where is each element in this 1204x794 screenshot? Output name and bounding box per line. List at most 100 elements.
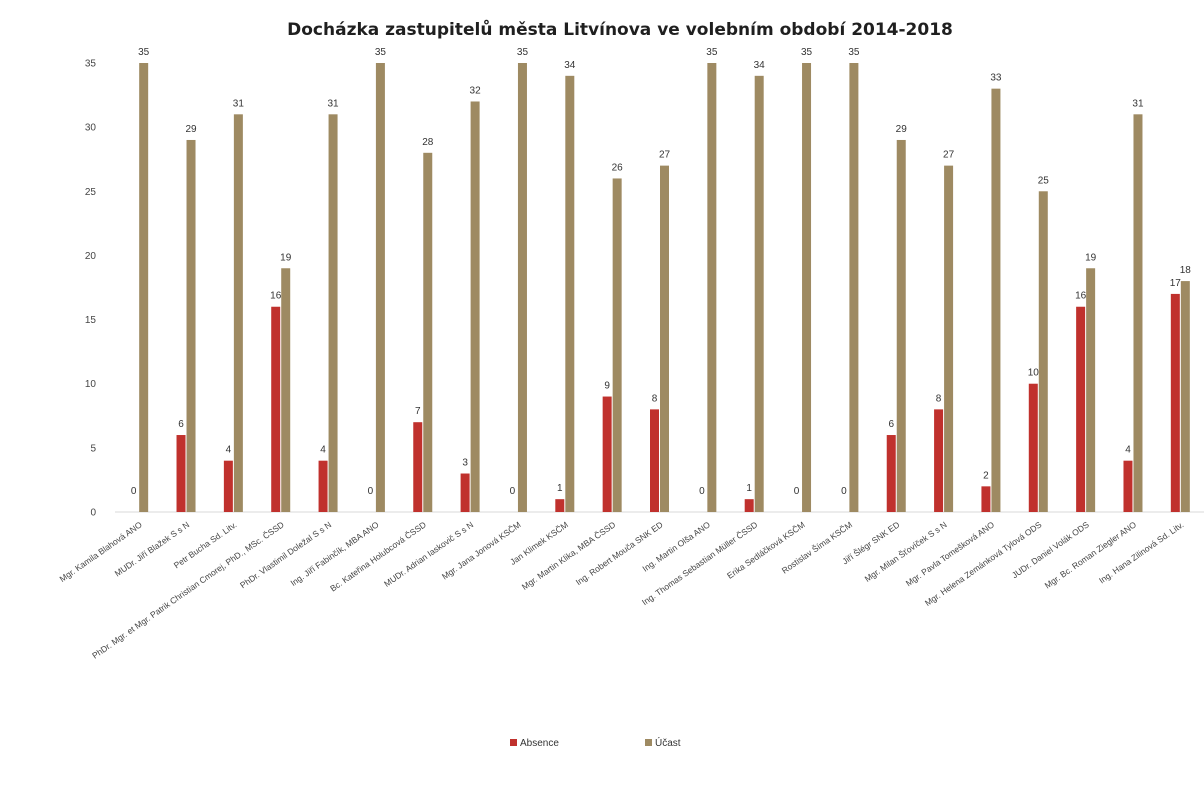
data-label-absence: 0 xyxy=(131,486,137,497)
chart-title: Docházka zastupitelů města Litvínova ve … xyxy=(287,18,953,40)
bar-ucast xyxy=(517,63,527,512)
category-label: PhDr. Vlastimil Doležal S s N xyxy=(238,519,333,590)
category-label: Mgr. Jana Jonová KSČM xyxy=(440,519,523,581)
y-tick-label: 15 xyxy=(85,315,97,326)
bar-ucast xyxy=(1133,114,1143,513)
data-label-absence: 16 xyxy=(270,291,282,302)
data-label-ucast: 32 xyxy=(470,85,482,96)
data-label-absence: 10 xyxy=(1028,368,1040,379)
bar-absence xyxy=(1123,460,1133,512)
bar-absence xyxy=(650,409,659,512)
bar-absence xyxy=(223,460,233,512)
bar-absence xyxy=(555,499,565,512)
data-label-absence: 6 xyxy=(888,419,894,430)
data-label-ucast: 29 xyxy=(896,124,908,135)
data-label-ucast: 35 xyxy=(517,47,529,58)
bar-absence xyxy=(413,422,423,512)
data-label-absence: 0 xyxy=(510,486,516,497)
y-tick-label: 30 xyxy=(85,123,97,134)
bar-ucast xyxy=(612,178,622,512)
category-label: Mgr. Pavla Tomešková ANO xyxy=(904,519,997,588)
y-tick-label: 10 xyxy=(85,379,97,390)
data-label-ucast: 19 xyxy=(1085,252,1097,263)
data-label-absence: 4 xyxy=(320,445,326,456)
y-axis-ticks: 0 5 10 15 20 25 30 35 xyxy=(85,59,97,519)
data-label-ucast: 33 xyxy=(990,73,1002,84)
bar-absence xyxy=(176,435,186,512)
data-label-ucast: 27 xyxy=(943,150,955,161)
category-label: Erika Sedláčková KSČM xyxy=(725,519,807,580)
data-label-absence: 3 xyxy=(462,458,468,469)
data-label-ucast: 26 xyxy=(612,162,624,173)
bar-ucast xyxy=(1180,281,1190,512)
bar-ucast xyxy=(707,63,717,512)
bar-absence xyxy=(981,486,991,512)
bar-ucast xyxy=(328,114,338,513)
data-label-absence: 4 xyxy=(1125,445,1131,456)
bar-ucast xyxy=(944,165,954,512)
bar-ucast xyxy=(849,63,859,512)
category-label: Ing. Hana Zilinová Sd. Litv. xyxy=(1097,519,1185,585)
data-label-ucast: 25 xyxy=(1038,175,1050,186)
bar-ucast xyxy=(1038,191,1048,513)
category-label: Mgr. Bc. Roman Ziegler ANO xyxy=(1043,519,1139,590)
legend-label-ucast: Účast xyxy=(655,736,681,749)
bar-ucast xyxy=(375,63,385,512)
data-label-ucast: 35 xyxy=(801,47,813,58)
data-labels-group: 0356294311619431035728332035134926827035… xyxy=(131,47,1191,497)
bar-ucast xyxy=(754,75,764,512)
bar-absence xyxy=(886,435,896,512)
data-label-ucast: 35 xyxy=(375,47,387,58)
data-label-absence: 6 xyxy=(178,419,184,430)
data-label-ucast: 31 xyxy=(1132,98,1144,109)
y-tick-label: 20 xyxy=(85,251,97,262)
data-label-absence: 1 xyxy=(746,483,752,494)
bar-ucast xyxy=(660,165,669,512)
data-label-absence: 0 xyxy=(368,486,374,497)
data-label-ucast: 35 xyxy=(706,47,718,58)
y-tick-label: 5 xyxy=(90,443,96,454)
category-label: JUDr. Daniel Volák ODS xyxy=(1010,519,1091,580)
data-label-ucast: 28 xyxy=(422,137,434,148)
category-label: Mgr. Kamila Blahová ANO xyxy=(58,519,145,584)
bar-absence xyxy=(271,306,281,512)
legend: Absence Účast xyxy=(510,736,681,749)
bar-absence xyxy=(602,396,612,512)
data-label-absence: 0 xyxy=(841,486,847,497)
data-label-ucast: 31 xyxy=(233,98,245,109)
bar-ucast xyxy=(281,268,291,512)
bar-absence xyxy=(460,473,470,512)
data-label-ucast: 31 xyxy=(328,98,340,109)
legend-swatch-absence xyxy=(510,739,517,746)
data-label-absence: 8 xyxy=(652,393,658,404)
data-label-absence: 1 xyxy=(557,483,563,494)
bar-absence xyxy=(1028,383,1038,512)
data-label-absence: 0 xyxy=(699,486,705,497)
data-label-ucast: 18 xyxy=(1180,265,1192,276)
y-tick-label: 25 xyxy=(85,187,97,198)
bar-ucast xyxy=(186,139,196,512)
bar-ucast xyxy=(470,101,480,512)
y-tick-label: 0 xyxy=(90,508,96,519)
category-label: Bc. Kateřina Holubcová ČSSD xyxy=(328,519,428,593)
data-label-ucast: 27 xyxy=(659,150,671,161)
data-label-absence: 17 xyxy=(1170,278,1182,289)
bar-ucast xyxy=(423,152,433,513)
bar-ucast xyxy=(565,75,575,512)
bar-absence xyxy=(934,409,944,512)
data-label-ucast: 29 xyxy=(185,124,197,135)
bar-absence xyxy=(318,460,328,512)
y-tick-label: 35 xyxy=(85,59,97,70)
data-label-ucast: 34 xyxy=(564,60,576,71)
data-label-ucast: 35 xyxy=(848,47,860,58)
legend-swatch-ucast xyxy=(645,739,652,746)
data-label-absence: 0 xyxy=(794,486,800,497)
category-label: Ing. Robert Mouča SNK ED xyxy=(574,519,665,587)
bar-ucast xyxy=(233,114,243,513)
legend-label-absence: Absence xyxy=(520,738,559,749)
bar-ucast xyxy=(802,63,812,512)
category-label: Mgr. Milan Šťovíček S s N xyxy=(863,519,949,583)
bar-ucast xyxy=(1086,268,1096,512)
